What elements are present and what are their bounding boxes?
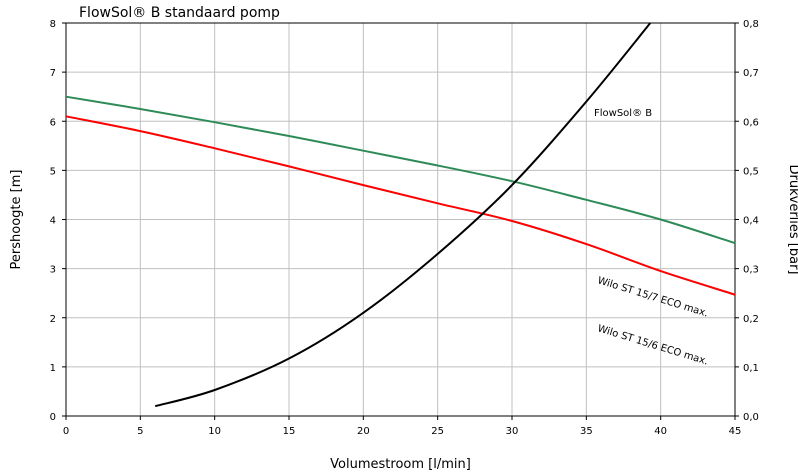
chart-title: FlowSol® B standaard pomp — [79, 5, 280, 21]
y2-tick-label: 0,6 — [743, 117, 759, 128]
x-axis-title: Volumestroom [l/min] — [330, 457, 471, 472]
series-line-wilo-15-7 — [65, 95, 736, 245]
x-tick-label: 0 — [63, 426, 69, 437]
series-label-wilo-15-6: Wilo ST 15/6 ECO max. — [596, 323, 709, 367]
y2-tick-label: 0,1 — [743, 363, 759, 374]
x-tick-label: 45 — [729, 426, 742, 437]
y-tick-label: 4 — [50, 216, 56, 227]
y-tick-label: 7 — [50, 68, 56, 79]
y2-tick-label: 0,3 — [743, 265, 759, 276]
y-tick-label: 6 — [50, 117, 56, 128]
grid — [66, 23, 735, 416]
x-tick-label: 15 — [283, 426, 296, 437]
y-tick-label: 1 — [50, 363, 56, 374]
y-tick-label: 0 — [50, 412, 56, 423]
x-tick-label: 10 — [208, 426, 221, 437]
y-tick-label: 5 — [50, 166, 56, 177]
ticks-layer: 0 5 10 15 20 25 30 35 40 450123456780,00,10,20,30… — [50, 19, 759, 437]
x-tick-label: 40 — [654, 426, 667, 437]
y-axis-title: Pershoogte [m] — [9, 170, 24, 270]
series-layer — [65, 22, 736, 408]
y2-tick-label: 0,2 — [743, 314, 759, 325]
series-line-wilo-15-6 — [65, 115, 736, 296]
x-tick-label: 25 — [431, 426, 444, 437]
x-tick-label: 35 — [580, 426, 593, 437]
y2-tick-label: 0,8 — [743, 19, 759, 30]
x-tick-label: 5 — [137, 426, 143, 437]
x-tick-label: 30 — [506, 426, 519, 437]
y-tick-label: 2 — [50, 314, 56, 325]
series-label-flowsol-b: FlowSol® B — [594, 108, 652, 119]
y2-tick-label: 0,7 — [743, 68, 759, 79]
series-line-flowsol-b — [154, 22, 652, 408]
y2-axis-title: Drukverlies [bar] — [786, 165, 798, 275]
y2-tick-label: 0,0 — [743, 412, 759, 423]
y-tick-label: 8 — [50, 19, 56, 30]
y2-tick-label: 0,5 — [743, 166, 759, 177]
y-tick-label: 3 — [50, 265, 56, 276]
y2-tick-label: 0,4 — [743, 216, 759, 227]
x-tick-label: 20 — [357, 426, 370, 437]
